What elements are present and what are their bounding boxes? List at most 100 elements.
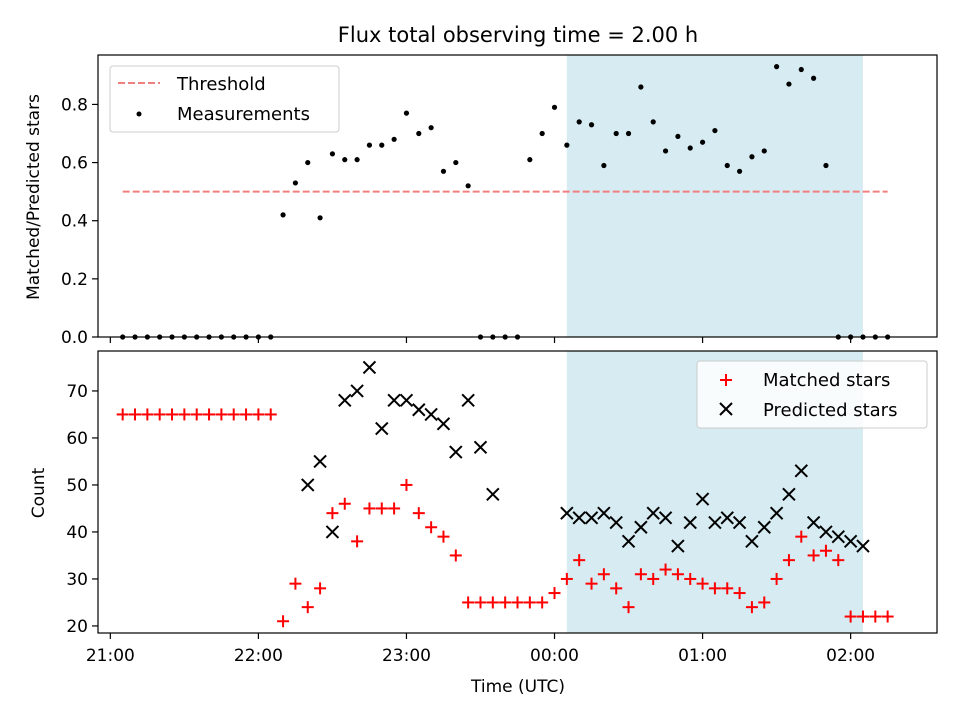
measurement-point xyxy=(761,148,767,154)
x-b xyxy=(424,407,438,422)
x-b xyxy=(794,464,808,478)
x-b xyxy=(609,515,623,530)
matched-star-point xyxy=(782,554,795,567)
measurement-point xyxy=(342,157,348,163)
legend-measurements-label: Measurements xyxy=(177,104,310,125)
measurement-point xyxy=(786,81,792,87)
bottom-y-axis: 20 30 40 50 60 70 xyxy=(66,382,98,637)
top-y-tick-label: 0.6 xyxy=(61,154,88,174)
bottom-y-axis-label: Count xyxy=(29,467,49,518)
x-b xyxy=(387,393,401,408)
bottom-y-tick-label: 20 xyxy=(66,617,88,637)
predicted-star-point xyxy=(560,506,574,520)
matched-star-point xyxy=(610,582,623,595)
matched-star-point xyxy=(721,582,734,595)
measurement-point xyxy=(687,145,693,151)
x-b xyxy=(683,515,697,530)
matched-star-point xyxy=(277,615,290,628)
x-b xyxy=(301,478,315,492)
bottom-y-tick-label: 50 xyxy=(66,476,88,496)
top-panel: 0.00.20.40.60.8 Matched/Predicted stars … xyxy=(24,54,938,348)
matched-star-point xyxy=(536,596,549,609)
predicted-star-point xyxy=(769,506,784,520)
matched-star-point xyxy=(326,507,339,520)
legend-predicted-swatch xyxy=(719,402,733,416)
x-b xyxy=(671,539,685,553)
matched-star-point xyxy=(301,601,314,614)
top-y-tick-label: 0.0 xyxy=(61,328,88,348)
x-b xyxy=(473,440,488,455)
measurement-point xyxy=(712,127,718,134)
predicted-star-point xyxy=(720,511,734,525)
x-b xyxy=(708,515,722,530)
bottom-legend-box xyxy=(696,360,928,429)
predicted-star-point xyxy=(387,393,401,408)
measurement-point xyxy=(403,110,410,116)
matched-star-point xyxy=(548,587,561,600)
matched-star-point xyxy=(795,530,808,543)
matched-star-point xyxy=(240,408,253,421)
matched-star-point xyxy=(869,610,882,623)
top-x-ticks xyxy=(109,337,852,343)
x-b xyxy=(745,534,759,549)
x-b xyxy=(338,393,352,408)
x-b xyxy=(856,539,870,553)
measurement-point xyxy=(379,142,385,148)
top-y-axis: 0.0 0.2 0.4 0.6 0.8 xyxy=(61,95,98,348)
bottom-y-tick-label: 40 xyxy=(66,523,88,543)
matched-star-point xyxy=(733,587,746,600)
predicted-star-point xyxy=(856,539,870,553)
matched-star-point xyxy=(560,572,573,585)
matched-star-point xyxy=(425,521,438,534)
measurement-point xyxy=(675,133,681,140)
measurement-point xyxy=(354,157,360,163)
matched-star-point xyxy=(807,549,820,562)
matched-star-point xyxy=(141,408,154,421)
predicted-star-point xyxy=(609,515,623,530)
measurement-point xyxy=(601,162,607,169)
x-b xyxy=(843,534,858,549)
measurement-point xyxy=(699,139,706,145)
x-axis-label: Time (UTC) xyxy=(470,677,565,697)
measurement-point xyxy=(736,168,743,174)
matched-star-point xyxy=(129,408,142,421)
matched-star-point xyxy=(462,596,475,609)
x-b xyxy=(350,384,364,398)
bottom-y-tick-label: 60 xyxy=(66,429,88,449)
measurement-point xyxy=(798,66,804,73)
x-b xyxy=(646,506,660,520)
matched-star-point xyxy=(511,596,524,609)
matched-star-point xyxy=(696,577,709,590)
bottom-panel-frame xyxy=(97,350,938,634)
measurement-point xyxy=(453,159,459,166)
predicted-star-point xyxy=(584,511,599,525)
predicted-star-point xyxy=(831,529,846,544)
predicted-star-point xyxy=(819,525,833,539)
predicted-star-point xyxy=(313,454,327,469)
x-b xyxy=(757,520,771,534)
x-b xyxy=(584,511,599,525)
matched-star-point xyxy=(585,577,598,590)
x-b xyxy=(732,515,747,530)
matched-star-point xyxy=(819,544,832,557)
matched-star-point xyxy=(178,408,191,421)
x-tick-label: 21:00 xyxy=(86,646,135,666)
top-y-tick-label: 0.4 xyxy=(61,212,88,232)
measurement-point xyxy=(662,148,669,154)
top-y-tick-label: 0.8 xyxy=(61,95,88,115)
predicted-star-point xyxy=(843,534,858,549)
predicted-star-point xyxy=(695,492,710,506)
matched-star-point xyxy=(289,577,302,590)
measurement-point xyxy=(564,142,570,148)
measurement-point xyxy=(527,157,533,163)
matched-star-point xyxy=(844,610,857,623)
measurement-point xyxy=(724,162,730,169)
bottom-legend: Matched stars Predicted stars xyxy=(696,360,928,429)
predicted-star-point xyxy=(794,464,808,478)
matched-star-point xyxy=(573,554,586,567)
matched-star-point xyxy=(153,408,166,421)
predicted-star-point xyxy=(325,525,340,539)
predicted-star-point xyxy=(461,393,475,408)
matched-star-point xyxy=(314,582,327,595)
measurement-point xyxy=(638,84,644,90)
